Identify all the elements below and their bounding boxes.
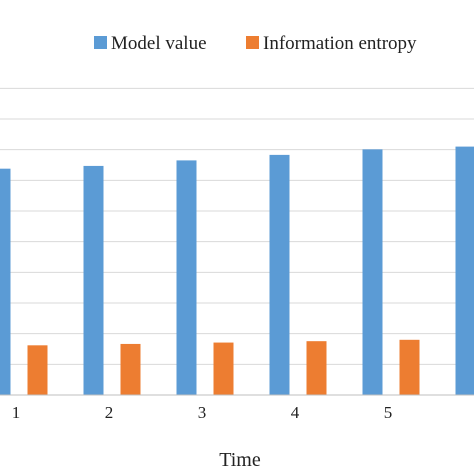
bar-information-entropy-3: [213, 342, 234, 395]
x-axis-title: Time: [219, 449, 261, 471]
x-tick-label: 3: [198, 403, 207, 422]
bar-model-value-5: [362, 149, 383, 395]
bar-model-value-1: [0, 168, 11, 395]
bar-model-value-6: [455, 146, 474, 395]
x-tick-label: 4: [291, 403, 300, 422]
legend: Model value Information entropy: [94, 33, 417, 54]
x-tick-label: 5: [384, 403, 393, 422]
bar-information-entropy-1: [27, 345, 48, 395]
bar-information-entropy-5: [399, 339, 420, 395]
bar-model-value-3: [176, 160, 197, 395]
legend-label-model-value: Model value: [111, 33, 207, 54]
x-tick-label: 1: [12, 403, 21, 422]
gridlines: [0, 87, 474, 365]
x-tick-labels: 1 2 3 4 5: [12, 403, 393, 422]
bar-information-entropy-4: [306, 341, 327, 395]
bar-information-entropy-2: [120, 343, 141, 395]
bar-model-value-4: [269, 154, 290, 395]
x-tick-label: 2: [105, 403, 114, 422]
bars: [0, 146, 474, 395]
legend-swatch-information-entropy: [246, 36, 259, 49]
legend-label-information-entropy: Information entropy: [263, 33, 417, 54]
bar-model-value-2: [83, 165, 104, 395]
legend-swatch-model-value: [94, 36, 107, 49]
